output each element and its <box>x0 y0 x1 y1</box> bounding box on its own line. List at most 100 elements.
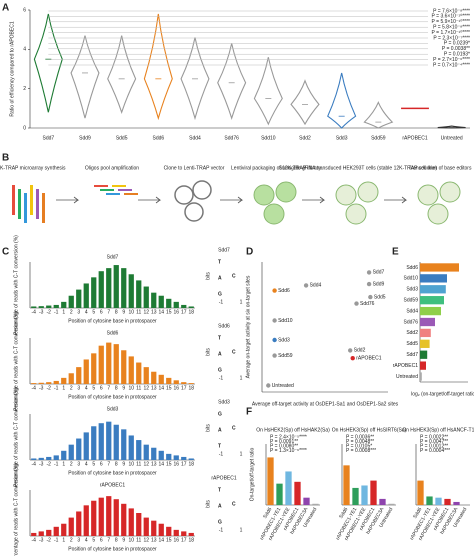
logo-tick: 1 <box>240 299 243 305</box>
bar <box>128 356 134 384</box>
panel-label: C <box>2 247 9 258</box>
plasmid <box>174 185 194 205</box>
x-tick-label: 4 <box>85 461 88 467</box>
point <box>272 318 277 323</box>
x-tick-label: Sdd59 <box>371 135 386 141</box>
bar <box>76 367 82 384</box>
x-tick-label: 9 <box>122 461 125 467</box>
x-tick-label: 8 <box>115 461 118 467</box>
bar <box>46 529 52 536</box>
step-icon <box>174 180 212 222</box>
cell <box>345 203 367 225</box>
logo-letter: A <box>218 503 222 509</box>
bar <box>151 371 157 384</box>
bar <box>143 367 149 384</box>
step-icon <box>253 181 297 225</box>
strand <box>94 185 108 187</box>
x-axis-label: Position of cytosine base in protospacer <box>68 546 157 552</box>
point <box>366 270 372 275</box>
logo-title: Sdd3 <box>218 399 230 405</box>
bar <box>83 432 89 460</box>
p-value: P = 2.7×10⁻⁶**** <box>433 57 470 63</box>
arrow <box>384 196 408 204</box>
x-tick-label: Untreated <box>441 135 463 141</box>
bar <box>38 457 44 460</box>
x-tick-label: -1 <box>54 385 59 391</box>
step-icon <box>12 185 45 223</box>
x-tick-label: Sdd10 <box>261 135 276 141</box>
logo-letter: C <box>232 349 236 355</box>
bar <box>68 517 74 536</box>
x-tick-label: Sdd76 <box>224 135 239 141</box>
bar <box>91 500 97 536</box>
bar <box>91 353 97 384</box>
y-tick-label: Sdd5 <box>406 341 418 347</box>
y-axis-label: Ratio of efficiency compared to rAPOBEC1 <box>9 21 15 116</box>
x-tick-label: -4 <box>32 309 37 315</box>
bar <box>98 497 104 536</box>
x-tick-label: 7 <box>107 461 110 467</box>
bar <box>106 421 112 460</box>
x-tick-label: 18 <box>188 385 194 391</box>
logo-letter: A <box>218 275 222 281</box>
bar <box>173 529 179 536</box>
cell <box>427 203 449 225</box>
bar <box>113 499 119 536</box>
p-value: P = 2.3×10⁻⁷**** <box>433 35 470 41</box>
x-tick-label: 10 <box>128 537 134 543</box>
x-tick-label: 4 <box>85 309 88 315</box>
bar <box>53 380 59 384</box>
arrow <box>302 196 326 204</box>
logo-letter: C <box>232 273 236 279</box>
bar <box>285 471 292 505</box>
x-tick-label: 8 <box>115 309 118 315</box>
x-tick-label: 6 <box>100 385 103 391</box>
logo-letter: T <box>218 443 221 449</box>
bar <box>143 286 149 308</box>
bar <box>83 359 89 384</box>
x-tick-label: 11 <box>136 385 141 391</box>
bar <box>420 263 459 272</box>
logo-axis-label: bits <box>205 348 211 356</box>
x-tick-label: 13 <box>151 309 157 315</box>
point-label: Sdd10 <box>278 318 293 324</box>
bar <box>128 274 134 308</box>
bar <box>106 268 112 308</box>
x-tick-label: 18 <box>188 461 194 467</box>
bar <box>158 295 164 308</box>
strand <box>18 189 21 219</box>
x-axis-label: Average off-target activity at OsDEP1-Sa… <box>252 401 399 407</box>
point-label: Sdd5 <box>374 294 386 300</box>
x-tick-label: 12 <box>143 537 149 543</box>
point-label: Untreated <box>272 383 294 389</box>
p-value: P = 3.6×10⁻¹⁰**** <box>432 14 471 20</box>
bar <box>136 440 142 460</box>
bar <box>312 503 319 505</box>
violin <box>253 57 283 126</box>
bar <box>388 503 395 505</box>
arrow <box>56 196 80 204</box>
bar <box>136 280 142 308</box>
plasmid <box>192 180 212 200</box>
y-tick-label: 0 <box>23 125 26 131</box>
bar <box>417 480 424 505</box>
bar <box>158 450 164 460</box>
x-tick-label: 11 <box>136 461 141 467</box>
x-tick-label: rAPOBEC1 <box>402 135 428 141</box>
x-tick-label: -4 <box>32 461 37 467</box>
x-tick-label: 18 <box>188 309 194 315</box>
chart-title: Sdd6 <box>107 330 119 336</box>
p-value: P = 0.0012** <box>420 443 448 449</box>
bar <box>181 304 187 308</box>
p-value: P = 0.0022** <box>420 434 448 440</box>
bar <box>106 496 112 536</box>
logo-tick: 1 <box>240 375 243 381</box>
bar <box>188 383 194 384</box>
point-label: Sdd7 <box>373 270 385 276</box>
p-value: P = 0.0091** <box>270 439 298 445</box>
x-tick-label: 17 <box>181 537 187 543</box>
x-tick-label: 12 <box>143 461 149 467</box>
x-tick-label: 5 <box>92 385 95 391</box>
x-tick-label: 5 <box>92 309 95 315</box>
bar <box>166 377 172 384</box>
